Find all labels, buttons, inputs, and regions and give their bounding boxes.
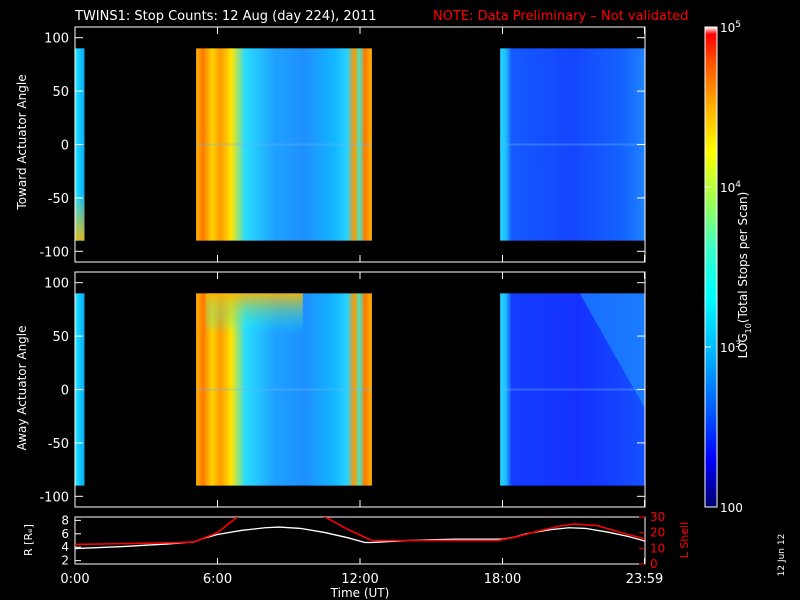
colorbar: LOG10(Total Stops per Scan) 105 104 103 100 [704, 20, 753, 515]
preliminary-note: NOTE: Data Preliminary – Not validated [433, 9, 688, 24]
away-ytick-label: -100 [39, 490, 69, 505]
colorbar-label: LOG10(Total Stops per Scan) [736, 192, 753, 359]
toward-panel-ylabel: Toward Actuator Angle [15, 74, 29, 210]
toward-ytick-label: 100 [44, 32, 69, 47]
orbit-ytick-left-label: 2 [61, 554, 69, 568]
away-heatmap-hotspot [206, 293, 303, 409]
time-axis-label: Time (UT) [330, 586, 390, 600]
toward-ytick-label: -100 [39, 245, 69, 260]
orbit-ytick-left-label: 6 [61, 527, 69, 541]
toward-heatmap-segment [500, 48, 645, 241]
time-tick-label: 0:00 [60, 572, 89, 587]
orbit-ytick-right-label: 30 [650, 510, 665, 524]
time-tick-label: 18:00 [484, 572, 521, 587]
away-ytick-label: 100 [44, 277, 69, 292]
colorbar-tick-label: 105 [720, 20, 741, 35]
colorbar-tick-label: 103 [720, 340, 741, 355]
orbit-panel-ylabel-right: L Shell [678, 522, 691, 558]
colorbar-scale [704, 26, 718, 508]
time-tick-label: 12:00 [341, 572, 378, 587]
orbit-ytick-right-label: 20 [650, 526, 665, 540]
l-shell-line [75, 517, 645, 546]
away-panel-ylabel: Away Actuator Angle [15, 325, 29, 450]
orbit-lines-layer [75, 517, 645, 550]
orbit-ytick-right-label: 0 [650, 557, 658, 571]
away-heatmap-wedge [579, 293, 645, 409]
orbit-panel-ylabel-left: R [Rₑ] [22, 524, 35, 556]
colorbar-tick-label: 104 [720, 180, 741, 195]
r-distance-line [75, 526, 645, 550]
orbit-ytick-left-label: 4 [61, 540, 69, 554]
date-stamp: 12 Jun 12 [777, 534, 787, 577]
time-tick-label: 6:00 [203, 572, 232, 587]
heatmap-layer [75, 48, 645, 486]
orbit-ytick-left-label: 8 [61, 513, 69, 527]
figure-title: TWINS1: Stop Counts: 12 Aug (day 224), 2… [74, 9, 377, 24]
away-ytick-label: 0 [61, 384, 69, 399]
time-tick-label: 23:59 [626, 572, 663, 587]
colorbar-tick-label: 100 [720, 501, 743, 515]
toward-heatmap-segment [196, 48, 372, 241]
toward-ytick-label: 50 [52, 85, 69, 100]
away-ytick-label: -50 [48, 437, 69, 452]
toward-ytick-label: -50 [48, 192, 69, 207]
toward-ytick-label: 0 [61, 139, 69, 154]
away-ytick-label: 50 [52, 330, 69, 345]
orbit-ytick-right-label: 10 [650, 541, 665, 555]
